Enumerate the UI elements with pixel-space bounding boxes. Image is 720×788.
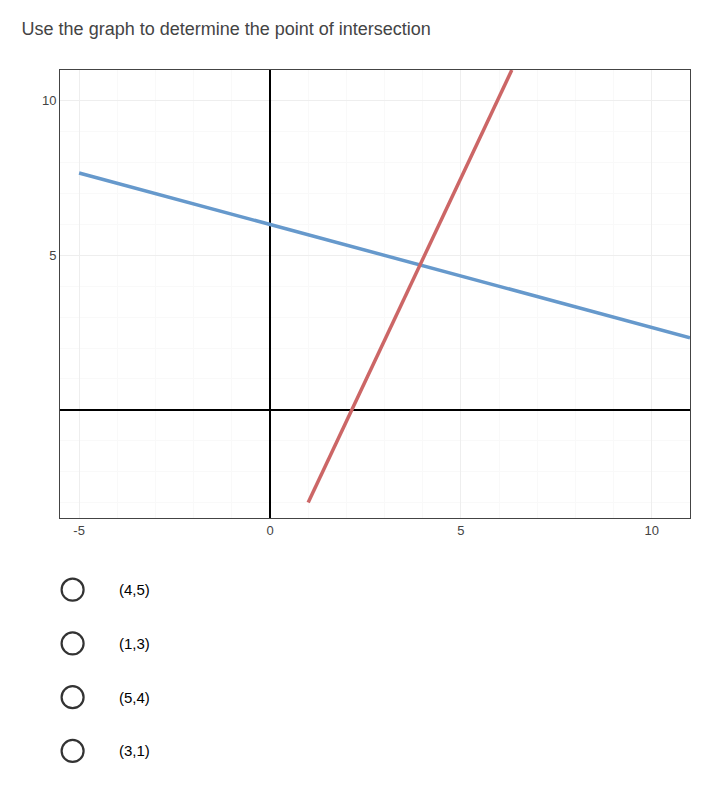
svg-text:10: 10 [42,93,56,108]
svg-text:10: 10 [645,523,659,538]
svg-text:5: 5 [457,523,464,538]
svg-text:(3,1): (3,1) [119,742,150,759]
svg-text:5: 5 [49,248,56,263]
svg-text:(5,4): (5,4) [119,689,150,706]
svg-text:(1,3): (1,3) [119,635,150,652]
svg-text:(4,5): (4,5) [119,581,150,598]
svg-text:Use the graph to determine the: Use the graph to determine the point of … [22,19,431,39]
svg-text:0: 0 [266,523,273,538]
svg-text:-5: -5 [73,523,85,538]
